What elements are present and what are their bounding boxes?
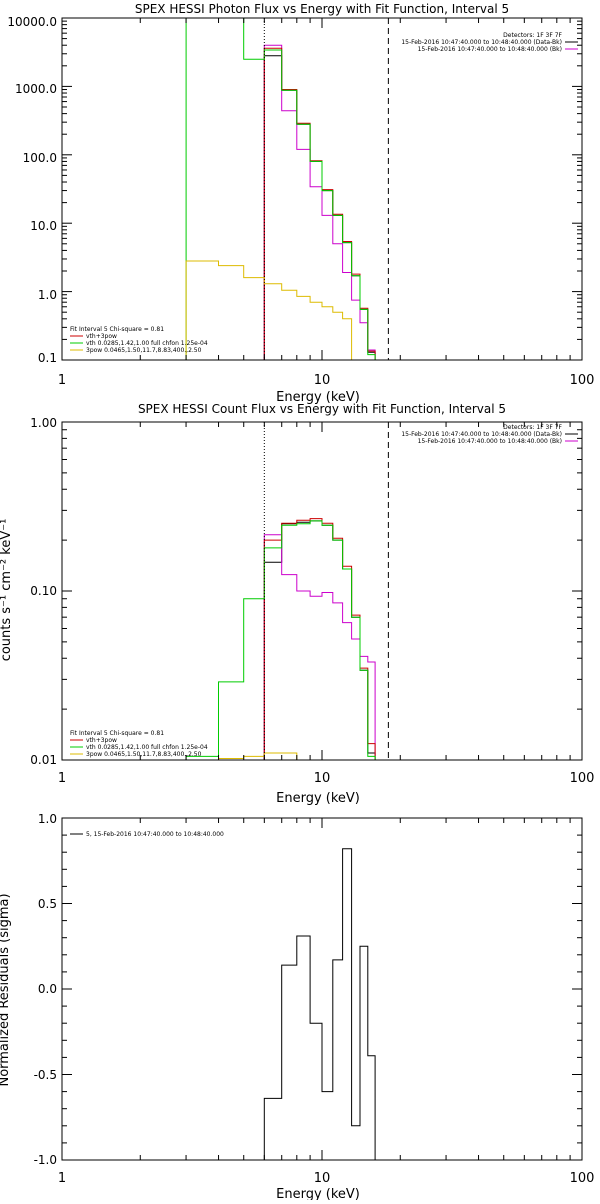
series-bk — [263, 534, 376, 760]
y-axis-label: counts s⁻¹ cm⁻² keV⁻¹ — [0, 519, 14, 662]
x-tick-label: 100 — [570, 1171, 595, 1186]
series-total — [263, 47, 376, 360]
legend-residuals: 5, 15-Feb-2016 10:47:40.000 to 10:48:40.… — [86, 831, 224, 838]
info-bk: 15-Feb-2016 10:47:40.000 to 10:48:40.000… — [418, 438, 562, 445]
legend-nonthermal: 3pow 0.0465,1.50,11.7,8.83,400.,2.50 — [86, 751, 202, 758]
legend-thermal: vth 0.0285,1.42,1.00 full chfon 1.25e-04 — [86, 744, 208, 751]
y-axis-ticks — [62, 817, 582, 1161]
x-tick-label: 10 — [314, 373, 331, 388]
legend-fit-interval: Fit Interval 5 Chi-square = 0.81 — [70, 326, 164, 333]
y-tick-label: 0.0 — [38, 982, 57, 996]
x-axis-ticks — [61, 18, 583, 360]
x-tick-label: 100 — [570, 373, 595, 388]
y-axis-label: Normalized Residuals (sigma) — [0, 893, 12, 1086]
series-thermal — [185, 520, 376, 760]
reference-lines — [263, 422, 389, 760]
y-tick-label: 100.0 — [23, 151, 57, 165]
series-data_bk — [263, 520, 376, 760]
x-tick-label: 1 — [58, 373, 66, 388]
residuals-panel: 1 10 100 Energy (keV) -1.0 -0.5 0.0 0.5 … — [0, 812, 595, 1202]
info-data-bk: 15-Feb-2016 10:47:40.000 to 10:48:40.000… — [401, 39, 562, 46]
plot-frame — [61, 421, 583, 761]
series-layer — [185, 17, 376, 361]
legend-fit-interval: Fit Interval 5 Chi-square = 0.81 — [70, 730, 164, 737]
x-axis-label: Energy (keV) — [276, 390, 360, 405]
chart-title: SPEX HESSI Photon Flux vs Energy with Fi… — [135, 2, 509, 16]
series-bk — [263, 44, 376, 360]
y-tick-label: 1.0 — [38, 288, 57, 302]
y-tick-label: 1000.0 — [15, 82, 57, 96]
info-bk: 15-Feb-2016 10:47:40.000 to 10:48:40.000… — [418, 46, 562, 53]
legend-thermal: vth 0.0285,1.42,1.00 full chfon 1.25e-04 — [86, 340, 208, 347]
x-axis-label: Energy (keV) — [276, 791, 360, 806]
x-axis-ticks — [61, 422, 583, 760]
legend-nonthermal: 3pow 0.0465,1.50,11.7,8.83,400.,2.50 — [86, 347, 202, 354]
legend-total: vth+3pow — [86, 737, 117, 744]
y-tick-label: 0.1 — [38, 351, 57, 365]
series-layer — [263, 848, 376, 1160]
x-tick-label: 1 — [58, 1171, 66, 1186]
series-thermal — [185, 17, 376, 360]
x-tick-label: 1 — [58, 771, 66, 786]
x-tick-label: 10 — [314, 1171, 331, 1186]
info-data-bk: 15-Feb-2016 10:47:40.000 to 10:48:40.000… — [401, 431, 562, 438]
series-nonthermal — [185, 260, 376, 361]
y-tick-label: -1.0 — [34, 1153, 57, 1167]
chart-title: SPEX HESSI Count Flux vs Energy with Fit… — [138, 402, 506, 416]
y-tick-label: 1.00 — [30, 416, 57, 430]
legend-total: vth+3pow — [86, 333, 117, 340]
info-detectors: Detectors: 1F 3F 7F — [503, 424, 562, 431]
count-flux-panel: SPEX HESSI Count Flux vs Energy with Fit… — [0, 402, 594, 806]
series-layer — [185, 518, 376, 761]
y-axis-ticks — [62, 17, 582, 361]
series-residuals — [263, 848, 376, 1160]
plot-frame — [61, 817, 583, 1161]
info-detectors: Detectors: 1F 3F 7F — [503, 32, 562, 39]
y-tick-label: 10000.0 — [7, 15, 57, 29]
x-axis-label: Energy (keV) — [276, 1187, 360, 1200]
x-tick-label: 100 — [570, 771, 595, 786]
y-tick-label: -0.5 — [34, 1068, 57, 1082]
reference-lines — [263, 18, 389, 360]
y-tick-label: 1.0 — [38, 812, 57, 826]
y-tick-label: 0.01 — [30, 753, 57, 767]
series-data_bk — [263, 55, 376, 360]
y-axis-ticks — [62, 421, 582, 761]
x-axis-ticks — [61, 818, 583, 1160]
photon-flux-panel: SPEX HESSI Photon Flux vs Energy with Fi… — [7, 2, 594, 405]
y-tick-label: 10.0 — [30, 219, 57, 233]
y-tick-label: 0.10 — [30, 584, 57, 598]
x-tick-label: 10 — [314, 771, 331, 786]
y-tick-label: 0.5 — [38, 897, 57, 911]
